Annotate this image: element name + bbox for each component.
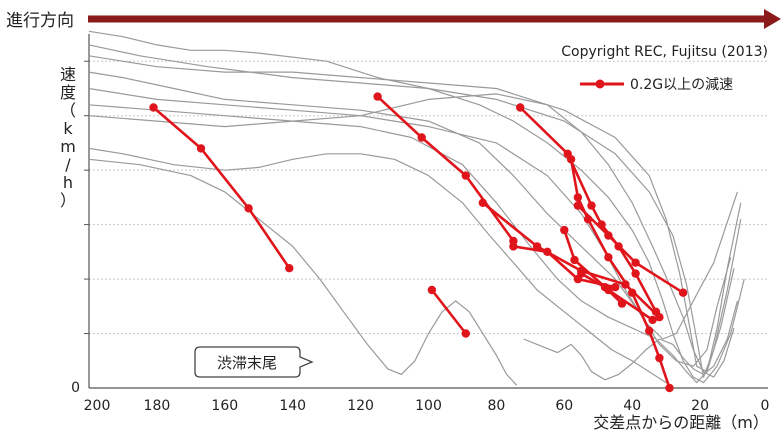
decel-point (543, 247, 552, 256)
direction-arrow-head (764, 9, 781, 29)
legend: 0.2G以上の減速 (580, 76, 733, 93)
x-tick-label: 80 (487, 398, 505, 414)
decel-line-11 (376, 95, 515, 242)
copyright-text: Copyright REC, Fujitsu (2013) (561, 44, 768, 60)
decel-point (665, 383, 674, 393)
decel-point (648, 315, 657, 325)
decel-point (570, 255, 579, 265)
x-tick-label: 160 (211, 398, 238, 414)
x-tick-label: 0 (761, 398, 770, 414)
speed-trace-9 (523, 300, 738, 381)
decel-line-10 (152, 106, 291, 269)
decel-point (573, 201, 583, 210)
callout-bubble (194, 346, 314, 378)
decel-point (631, 269, 640, 278)
speed-trace-2 (88, 71, 732, 367)
x-tick-label: 20 (691, 398, 709, 414)
speed-trace-7 (88, 30, 745, 384)
speed-trace-5 (88, 147, 667, 384)
x-tick-label: 200 (84, 398, 111, 414)
speed-trace-6 (88, 158, 518, 386)
decel-point (577, 269, 586, 278)
decel-point (587, 201, 596, 210)
decel-point (604, 253, 613, 262)
decel-line-16 (563, 229, 654, 321)
speed-trace-8 (88, 93, 735, 378)
legend-marker-swatch (595, 79, 605, 89)
legend-label: 0.2G以上の減速 (630, 76, 733, 93)
decel-point (573, 193, 583, 202)
decel-point (655, 313, 664, 322)
decel-point (631, 258, 640, 267)
speed-trace-0 (88, 44, 742, 378)
x-tick-label: 180 (144, 398, 171, 414)
x-tick-label: 40 (623, 398, 641, 414)
speed-trace-3 (88, 87, 738, 340)
decel-point (516, 103, 525, 112)
decel-point (566, 155, 576, 164)
decel-point (655, 353, 664, 363)
decel-point (645, 326, 654, 335)
y-tick-labels: 0 (71, 380, 80, 396)
direction-label: 進行方向 (6, 11, 74, 31)
decel-point (600, 283, 610, 292)
decel-point (604, 231, 613, 240)
decel-point (678, 288, 688, 297)
speed-traces (88, 30, 745, 386)
decel-point (509, 242, 518, 251)
x-tick-label: 120 (347, 398, 374, 414)
x-tick-labels: 200 180 160 140 120 100 80 60 40 20 0 (84, 398, 770, 414)
decel-point (244, 204, 253, 213)
queue-end-callout: 渋滞末尾 (194, 346, 314, 378)
decel-point (417, 133, 426, 142)
decel-point (617, 299, 627, 308)
speed-trace-4 (88, 104, 735, 384)
decel-line-18 (430, 289, 467, 335)
decel-point (285, 264, 294, 273)
decel-point (532, 242, 542, 251)
decel-point (427, 285, 437, 295)
decel-line-15 (576, 204, 684, 294)
deceleration-segments (149, 92, 688, 393)
callout-text: 渋滞末尾 (217, 354, 277, 372)
decel-point (621, 280, 630, 289)
decel-point (149, 103, 158, 112)
y-tick-label: 0 (71, 380, 80, 396)
decel-point (373, 92, 382, 101)
x-axis-label: 交差点からの距離（m） (593, 413, 769, 432)
decel-point (611, 283, 620, 292)
decel-point (560, 225, 569, 235)
decel-point (478, 198, 487, 207)
x-tick-label: 60 (555, 398, 573, 414)
x-tick-label: 100 (415, 398, 442, 414)
decel-point (196, 144, 206, 153)
decel-point (461, 171, 470, 180)
decel-point (461, 329, 470, 338)
y-axis-label: 速度（ k m / h） (60, 65, 76, 210)
x-tick-label: 140 (279, 398, 306, 414)
